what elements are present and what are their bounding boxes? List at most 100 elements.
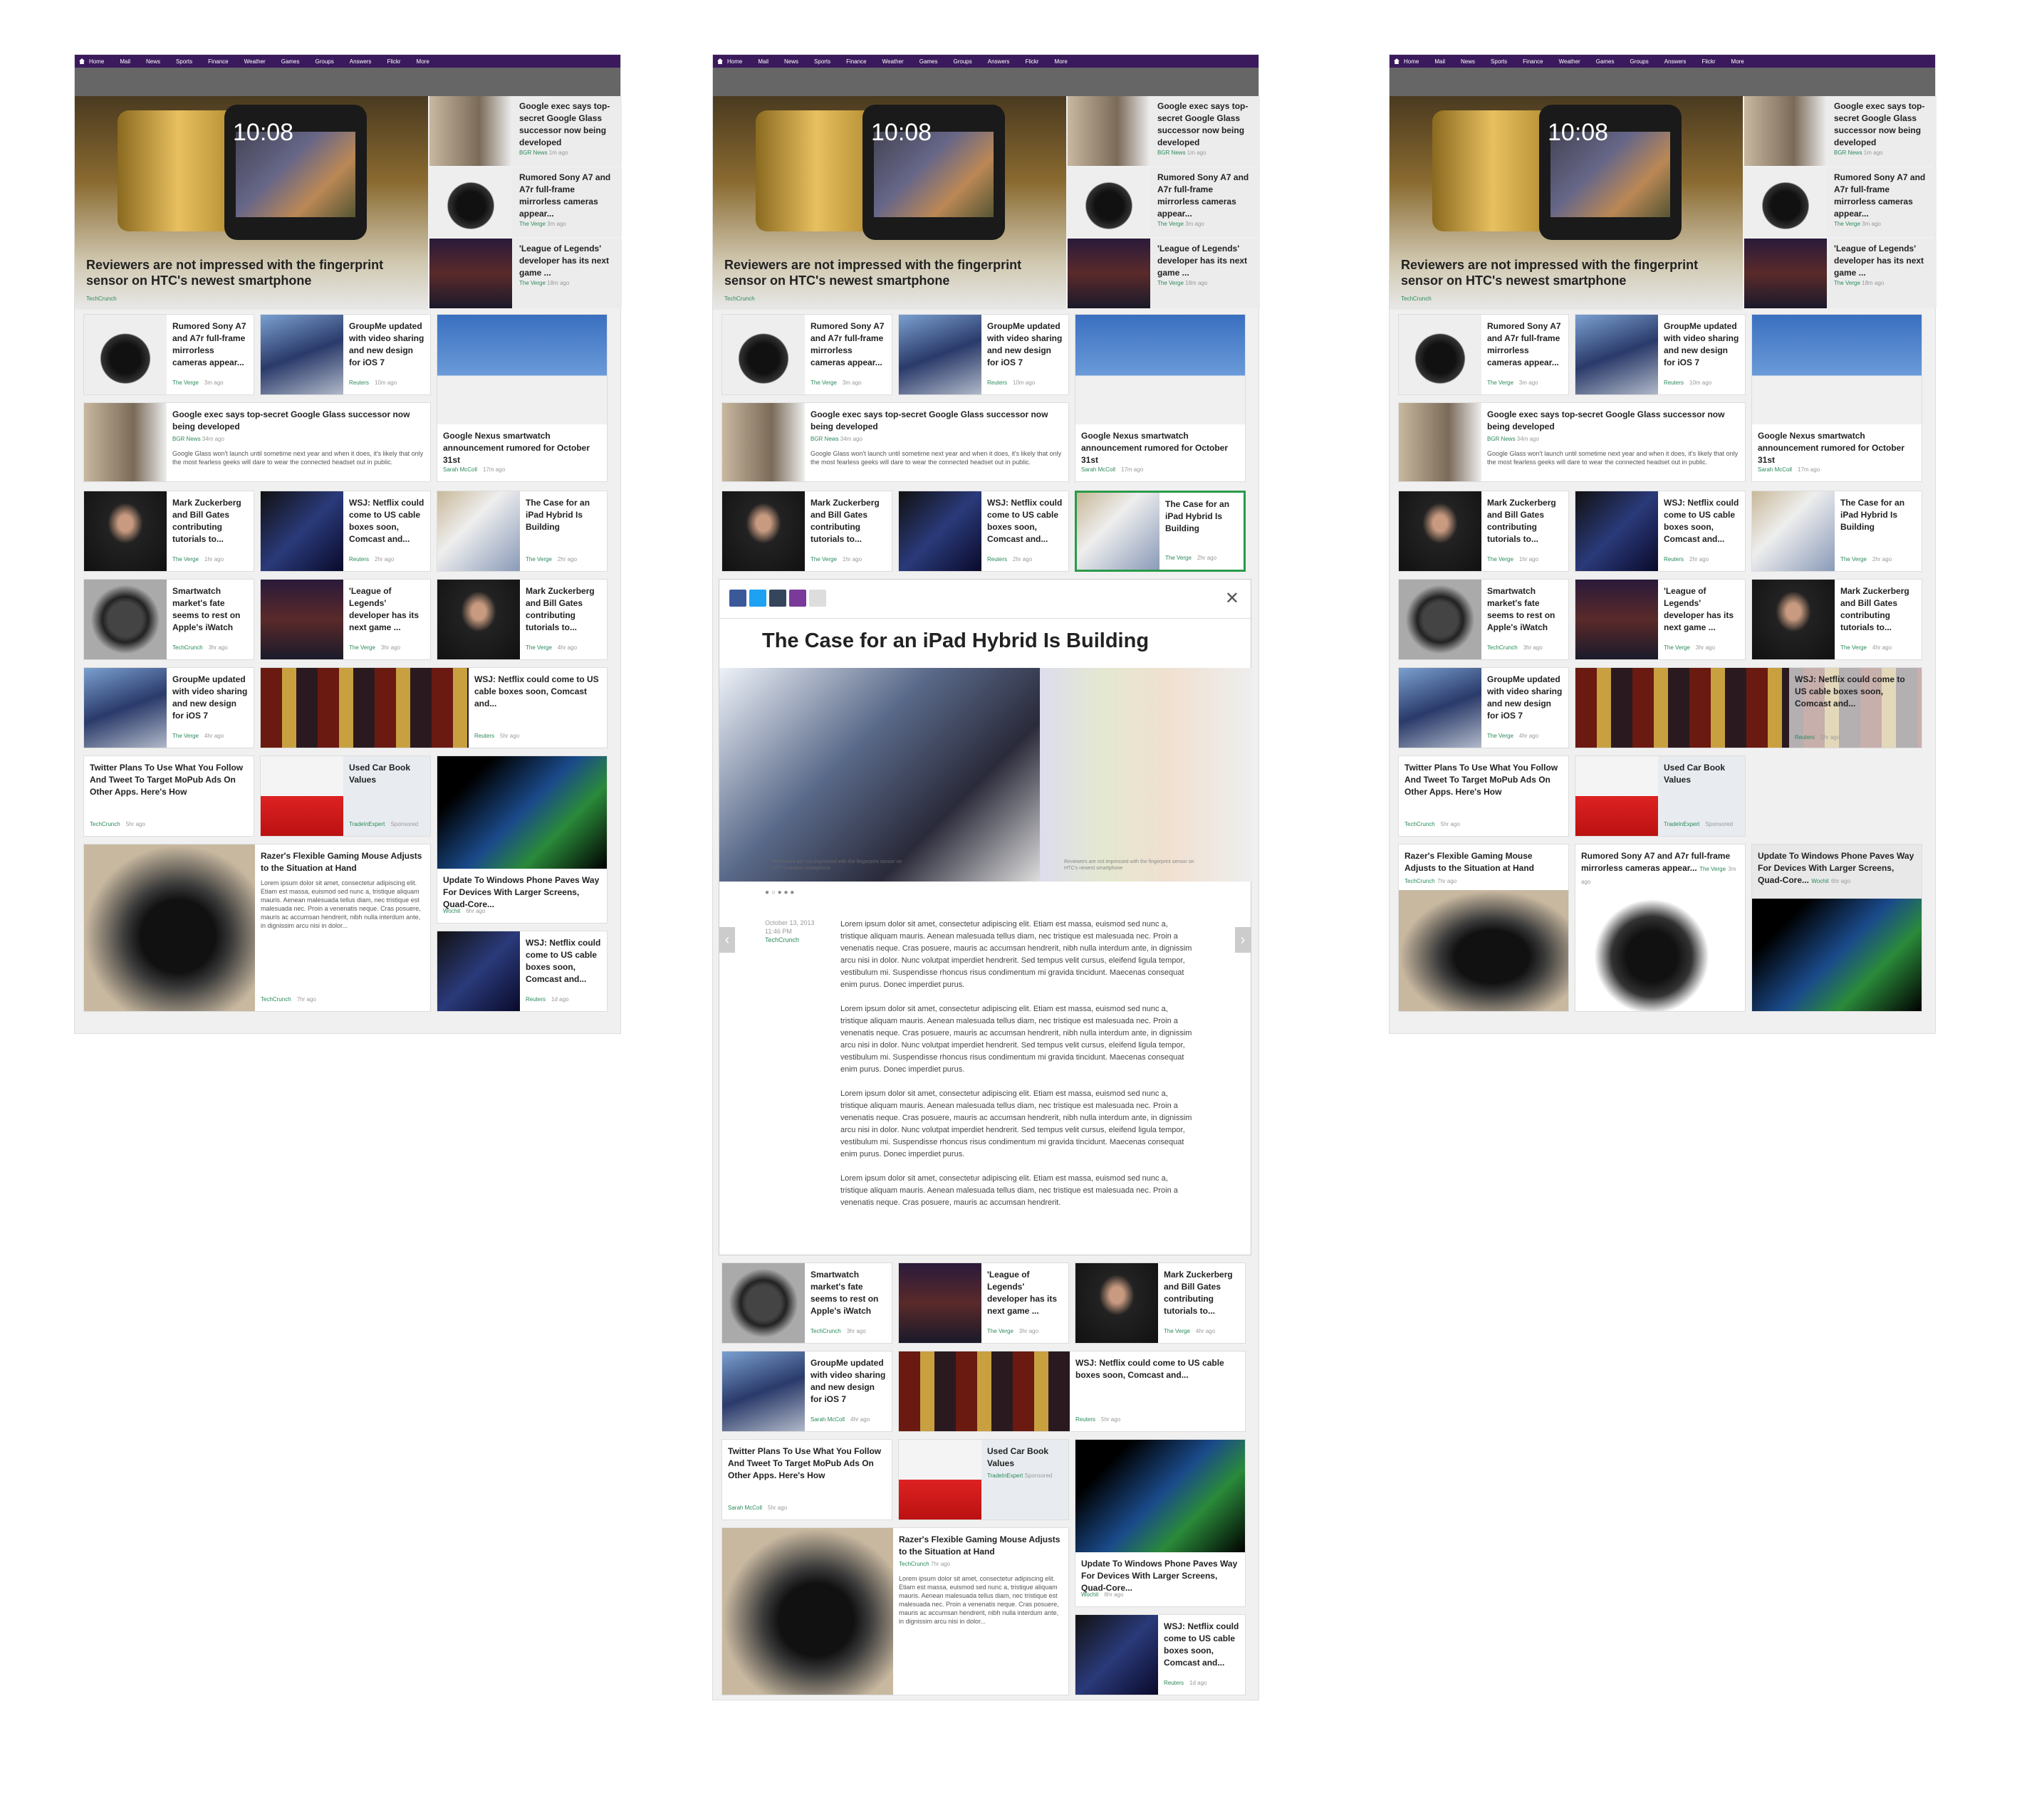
nav-home[interactable]: Home — [89, 58, 105, 65]
story-card[interactable]: Update To Windows Phone Paves Way For De… — [437, 755, 608, 924]
gallery-next-image[interactable] — [1040, 668, 1252, 882]
story-card[interactable]: Update To Windows Phone Paves Way For De… — [1075, 1439, 1246, 1607]
story-card[interactable]: Update To Windows Phone Paves Way For De… — [1751, 844, 1922, 1012]
home-icon[interactable] — [1394, 58, 1400, 64]
story-card[interactable]: 'League of Legends' developer has its ne… — [1575, 579, 1746, 660]
side-story[interactable]: 'League of Legends' developer has its ne… — [1068, 239, 1260, 308]
hero-source[interactable]: TechCrunch — [1401, 296, 1432, 302]
tumblr-icon[interactable] — [769, 590, 786, 607]
story-card[interactable]: 'League of Legends' developer has its ne… — [898, 1262, 1069, 1344]
story-card[interactable]: WSJ: Netflix could come to US cable boxe… — [260, 491, 431, 572]
story-card[interactable]: Razer's Flexible Gaming Mouse Adjusts to… — [721, 1527, 1069, 1695]
image-gallery[interactable] — [719, 668, 1252, 882]
side-story[interactable]: 'League of Legends' developer has its ne… — [1744, 239, 1937, 308]
story-card[interactable]: GroupMe updated with video sharing and n… — [1398, 667, 1569, 748]
story-card[interactable]: GroupMe updated with video sharing and n… — [260, 314, 431, 395]
nav-news[interactable]: News — [784, 58, 799, 65]
story-card[interactable]: Mark Zuckerberg and Bill Gates contribut… — [1751, 579, 1922, 660]
side-story[interactable]: 'League of Legends' developer has its ne… — [429, 239, 622, 308]
hero-source[interactable]: TechCrunch — [86, 296, 117, 302]
story-card[interactable]: Google exec says top-secret Google Glass… — [721, 402, 1069, 482]
story-card[interactable]: GroupMe updated with video sharing and n… — [898, 314, 1069, 395]
story-card[interactable]: GroupMe updated with video sharing and n… — [1575, 314, 1746, 395]
nav-sports[interactable]: Sports — [176, 58, 193, 65]
story-card[interactable]: WSJ: Netflix could come to US cable boxe… — [1075, 1614, 1246, 1695]
side-story[interactable]: Rumored Sony A7 and A7r full-frame mirro… — [1744, 167, 1937, 237]
article-source[interactable]: TechCrunch — [765, 936, 800, 943]
story-card[interactable]: Mark Zuckerberg and Bill Gates contribut… — [721, 491, 892, 572]
nav-answers[interactable]: Answers — [1664, 58, 1687, 65]
story-card[interactable]: WSJ: Netflix could come to US cable boxe… — [437, 931, 608, 1012]
nav-groups[interactable]: Groups — [1630, 58, 1649, 65]
story-card[interactable]: Mark Zuckerberg and Bill Gates contribut… — [1398, 491, 1569, 572]
sponsored-card[interactable]: Used Car Book Values TradeInExpert Sponsor… — [260, 755, 431, 837]
nav-flickr[interactable]: Flickr — [1025, 58, 1039, 65]
story-card[interactable]: WSJ: Netflix could come to US cable boxe… — [898, 491, 1069, 572]
story-card[interactable]: Mark Zuckerberg and Bill Gates contribut… — [83, 491, 254, 572]
twitter-icon[interactable] — [749, 590, 766, 607]
nav-games[interactable]: Games — [919, 58, 938, 65]
hero[interactable]: 10:08 Reviewers are not impressed with t… — [75, 96, 622, 310]
nav-news[interactable]: News — [146, 58, 161, 65]
nav-news[interactable]: News — [1461, 58, 1476, 65]
nav-groups[interactable]: Groups — [315, 58, 334, 65]
story-card[interactable]: Google exec says top-secret Google Glass… — [83, 402, 431, 482]
nav-games[interactable]: Games — [281, 58, 300, 65]
side-story[interactable]: Google exec says top-secret Google Glass… — [1744, 96, 1937, 166]
story-card[interactable]: Smartwatch market's fate seems to rest o… — [1398, 579, 1569, 660]
story-card[interactable]: Rumored Sony A7 and A7r full-frame mirro… — [1398, 314, 1569, 395]
nav-weather[interactable]: Weather — [244, 58, 266, 65]
hero-title[interactable]: Reviewers are not impressed with the fin… — [1401, 258, 1699, 288]
next-arrow-icon[interactable]: › — [1235, 927, 1251, 953]
gallery-image[interactable] — [719, 668, 1040, 882]
hero[interactable]: 10:08 Reviewers are not impressed with t… — [1390, 96, 1937, 310]
nav-sports[interactable]: Sports — [1491, 58, 1508, 65]
story-card[interactable]: WSJ: Netflix could come to US cable boxe… — [260, 667, 608, 748]
nav-groups[interactable]: Groups — [953, 58, 972, 65]
hero-image[interactable]: 10:08 — [713, 96, 1066, 310]
more-icon[interactable] — [809, 590, 826, 607]
home-icon[interactable] — [79, 58, 85, 64]
home-icon[interactable] — [717, 58, 723, 64]
nav-flickr[interactable]: Flickr — [387, 58, 401, 65]
story-card[interactable]: The Case for an iPad Hybrid Is Building T… — [437, 491, 608, 572]
email-icon[interactable] — [789, 590, 806, 607]
nav-finance[interactable]: Finance — [1523, 58, 1543, 65]
hero-title[interactable]: Reviewers are not impressed with the fin… — [724, 258, 1022, 288]
nav-more[interactable]: More — [1054, 58, 1068, 65]
story-card[interactable]: WSJ: Netflix could come to US cable boxe… — [1575, 667, 1922, 748]
nav-games[interactable]: Games — [1595, 58, 1615, 65]
nav-home[interactable]: Home — [727, 58, 743, 65]
nav-finance[interactable]: Finance — [208, 58, 229, 65]
story-card[interactable]: Google Nexus smartwatch announcement rum… — [1751, 314, 1922, 482]
hero-image[interactable]: 10:08 — [75, 96, 428, 310]
story-card[interactable]: Razer's Flexible Gaming Mouse Adjusts to… — [83, 844, 431, 1012]
story-card[interactable]: Smartwatch market's fate seems to rest o… — [83, 579, 254, 660]
story-card[interactable]: Twitter Plans To Use What You Follow And… — [1398, 755, 1569, 837]
nav-flickr[interactable]: Flickr — [1701, 58, 1716, 65]
story-card[interactable]: GroupMe updated with video sharing and n… — [83, 667, 254, 748]
hero-title[interactable]: Reviewers are not impressed with the fin… — [86, 258, 384, 288]
story-card[interactable]: Twitter Plans To Use What You Follow And… — [83, 755, 254, 837]
nav-weather[interactable]: Weather — [882, 58, 904, 65]
sponsored-card[interactable]: Used Car Book Values TradeInExpert Sponso… — [898, 1439, 1069, 1520]
nav-mail[interactable]: Mail — [120, 58, 131, 65]
story-card[interactable]: WSJ: Netflix could come to US cable boxe… — [1575, 491, 1746, 572]
story-card[interactable]: Google Nexus smartwatch announcement rum… — [1075, 314, 1246, 482]
close-icon[interactable]: ✕ — [1224, 589, 1239, 608]
sponsored-card[interactable]: Used Car Book Values TradeInExpert Sponsor… — [1575, 755, 1746, 837]
story-card[interactable]: Rumored Sony A7 and A7r full-frame mirro… — [1575, 844, 1746, 1012]
side-story[interactable]: Rumored Sony A7 and A7r full-frame mirro… — [1068, 167, 1260, 237]
nav-finance[interactable]: Finance — [846, 58, 867, 65]
story-card[interactable]: The Case for an iPad Hybrid Is Building T… — [1751, 491, 1922, 572]
nav-answers[interactable]: Answers — [349, 58, 372, 65]
nav-mail[interactable]: Mail — [758, 58, 769, 65]
side-story[interactable]: Google exec says top-secret Google Glass… — [429, 96, 622, 166]
prev-arrow-icon[interactable]: ‹ — [719, 927, 735, 953]
story-card[interactable]: Mark Zuckerberg and Bill Gates contribut… — [1075, 1262, 1246, 1344]
story-card-selected[interactable]: The Case for an iPad Hybrid Is Building T… — [1075, 491, 1246, 572]
nav-answers[interactable]: Answers — [987, 58, 1010, 65]
side-story[interactable]: Google exec says top-secret Google Glass… — [1068, 96, 1260, 166]
nav-more[interactable]: More — [1731, 58, 1744, 65]
nav-home[interactable]: Home — [1404, 58, 1419, 65]
